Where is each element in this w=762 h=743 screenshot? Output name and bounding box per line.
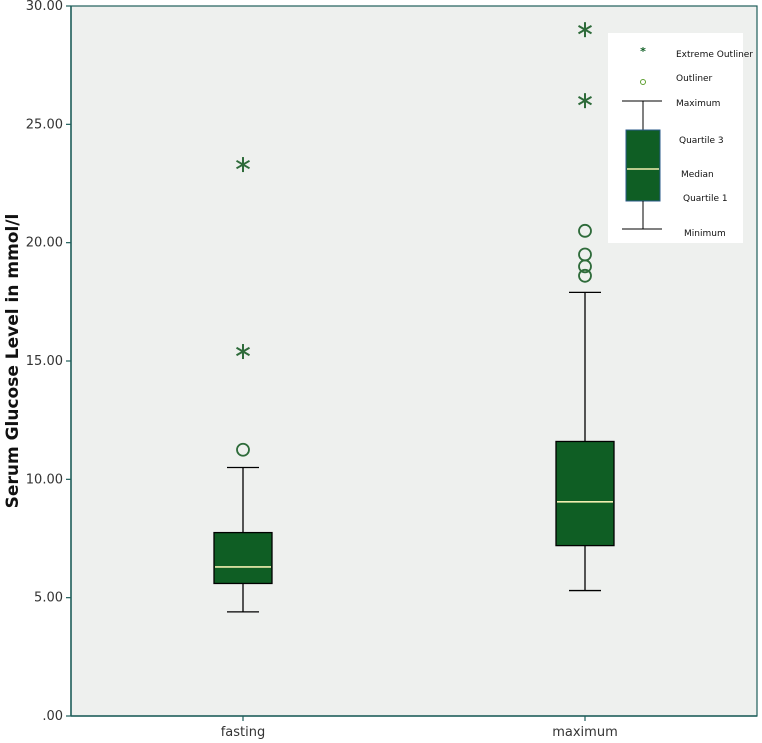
y-tick-label: .00: [42, 709, 63, 724]
x-tick-label: maximum: [552, 725, 618, 740]
box-fasting: fasting: [213, 157, 273, 740]
legend-iqr-box: [625, 129, 661, 202]
legend-maximum-label: Maximum: [676, 99, 720, 109]
boxes: fasting maximum: [213, 22, 618, 740]
y-axis-ticks: .00 5.00 10.00 15.00 20.00 25.00 30.00: [26, 0, 71, 724]
y-tick-label: 10.00: [26, 472, 63, 487]
y-axis-title: Serum Glucose Level in mmol/l: [3, 214, 23, 509]
legend-outlier-label: Outliner: [676, 74, 713, 84]
iqr-box: [555, 440, 615, 547]
box-maximum: maximum: [552, 22, 618, 740]
y-tick-label: 30.00: [26, 0, 63, 14]
outlier-point: [578, 247, 592, 262]
legend: * Extreme Outliner Outliner Maximum Quartile…: [608, 33, 753, 243]
iqr-box: [213, 531, 273, 585]
legend-q1-label: Quartile 1: [683, 194, 728, 204]
x-tick-label: fasting: [221, 725, 266, 740]
outlier-point: [578, 268, 592, 283]
legend-minimum-label: Minimum: [684, 229, 726, 239]
legend-q3-label: Quartile 3: [679, 136, 724, 146]
extreme-outlier-point: [236, 344, 250, 360]
extreme-outlier-point: [236, 157, 250, 173]
y-tick-label: 20.00: [26, 236, 63, 251]
legend-circle-icon: [640, 79, 646, 85]
legend-star-icon: *: [640, 45, 646, 58]
y-tick-label: 15.00: [26, 354, 63, 369]
y-tick-label: 25.00: [26, 117, 63, 132]
y-tick-label: 5.00: [34, 591, 63, 606]
outlier-point: [236, 442, 250, 457]
legend-extreme-label: Extreme Outliner: [676, 50, 753, 60]
legend-median-label: Median: [681, 170, 714, 180]
outlier-point: [578, 223, 592, 238]
extreme-outlier-point: [578, 93, 592, 109]
extreme-outlier-point: [578, 22, 592, 38]
